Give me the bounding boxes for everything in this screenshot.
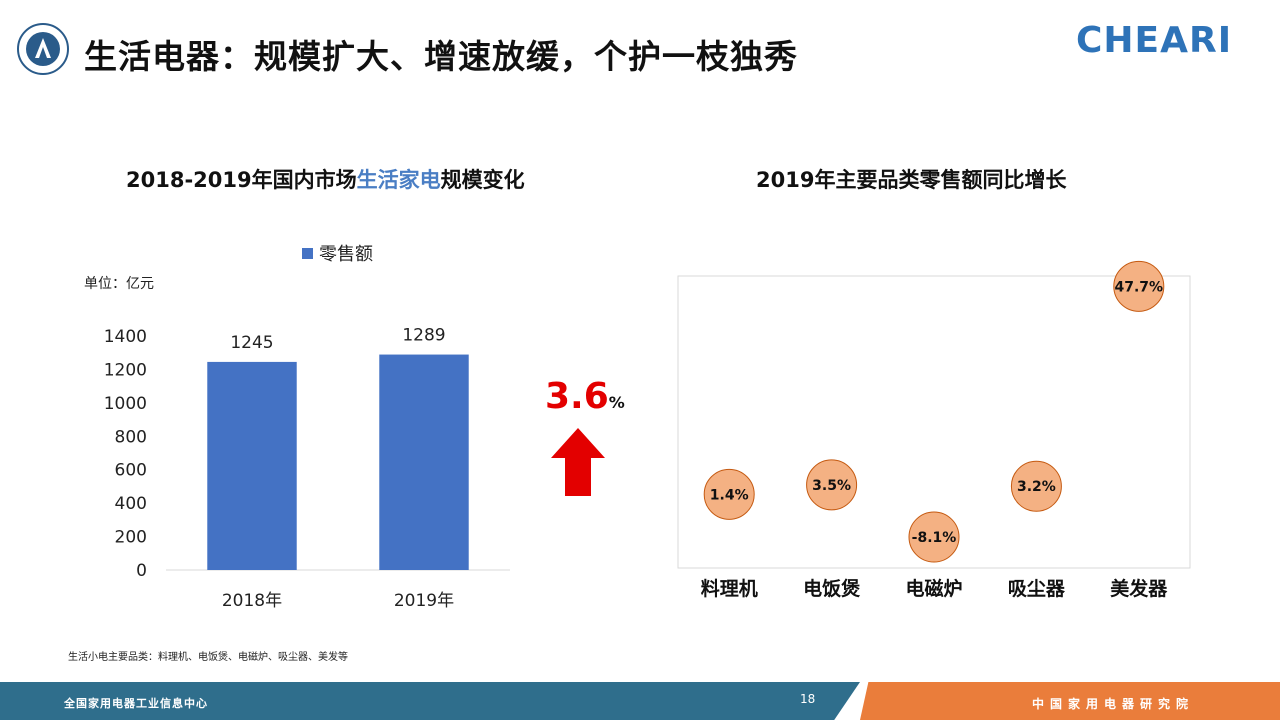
- unit-label: 单位：亿元: [84, 276, 154, 292]
- y-tick-label: 600: [115, 461, 147, 481]
- y-tick-label: 800: [115, 427, 147, 447]
- y-tick-label: 1400: [104, 327, 147, 347]
- bar-data-label: 1245: [230, 333, 273, 353]
- page-title: 生活电器：规模扩大、增速放缓，个护一枝独秀: [84, 37, 798, 76]
- legend-label: 零售额: [319, 244, 373, 265]
- bubble-point: [1010, 460, 1062, 512]
- footer-left-text: 全国家用电器工业信息中心: [64, 697, 208, 710]
- y-tick-label: 200: [115, 528, 147, 548]
- right-chart-title: 2019年主要品类零售额同比增长: [756, 168, 1067, 192]
- bar: [379, 354, 469, 570]
- left-chart-title: 2018-2019年国内市场生活家电规模变化: [126, 164, 525, 194]
- left-chart-title-suffix: 规模变化: [440, 168, 525, 192]
- y-tick-label: 400: [115, 494, 147, 514]
- left-chart-title-prefix: 2018-2019年国内市场: [126, 168, 357, 192]
- bubble-category-label: 电饭煲: [803, 577, 861, 600]
- bubble-category-label: 美发器: [1110, 577, 1168, 600]
- bubble-data-label: 47.7%: [1115, 279, 1164, 295]
- bar: [207, 361, 297, 570]
- logo-emblem-icon: [17, 23, 69, 75]
- bubble-category-label: 料理机: [701, 577, 758, 600]
- y-tick-label: 1000: [104, 394, 147, 414]
- bubble-point: [1113, 260, 1165, 312]
- bubble-data-label: 1.4%: [710, 487, 749, 503]
- brand-logo: CHEARI: [1076, 20, 1233, 61]
- bar-data-label: 1289: [402, 326, 445, 346]
- x-category-label: 2018年: [222, 591, 282, 611]
- up-arrow-icon: [551, 428, 605, 496]
- footnote: 生活小电主要品类：料理机、电饭煲、电磁炉、吸尘器、美发等: [68, 652, 348, 663]
- bar-chart: 0 200 400 600 800 1000 1200 1400 1245 2018年 1289 20…: [104, 326, 510, 611]
- bar-chart-legend: 零售额: [302, 240, 373, 266]
- growth-indicator: 3.6%: [545, 376, 625, 417]
- left-chart-title-highlight: 生活家电: [356, 168, 441, 192]
- growth-value: 3.6: [545, 376, 609, 417]
- y-tick-label: 1200: [104, 360, 147, 380]
- footer-left-bar: [0, 682, 860, 720]
- bubble-point: [908, 511, 960, 563]
- legend-swatch: [302, 247, 313, 259]
- bubble-data-label: 3.2%: [1017, 479, 1056, 495]
- bubble-data-label: 3.5%: [812, 478, 851, 494]
- bubble-category-label: 吸尘器: [1008, 578, 1066, 600]
- x-category-label: 2019年: [394, 591, 454, 611]
- bubble-data-label: -8.1%: [912, 530, 957, 546]
- footer-right-bar: [860, 682, 1280, 720]
- bubble-category-label: 电磁炉: [905, 577, 962, 600]
- bubble-point: [703, 468, 755, 520]
- bubble-chart: 1.4% 料理机 3.5% 电饭煲 -8.1% 电磁炉 3.2% 吸尘器 47.7% 美发器: [677, 260, 1191, 600]
- bubble-point: [806, 459, 858, 511]
- growth-unit: %: [608, 393, 625, 412]
- page-number: 18: [800, 692, 816, 706]
- footer-right-text: 中国家用电器研究院: [1032, 697, 1195, 711]
- y-tick-label: 0: [136, 561, 147, 581]
